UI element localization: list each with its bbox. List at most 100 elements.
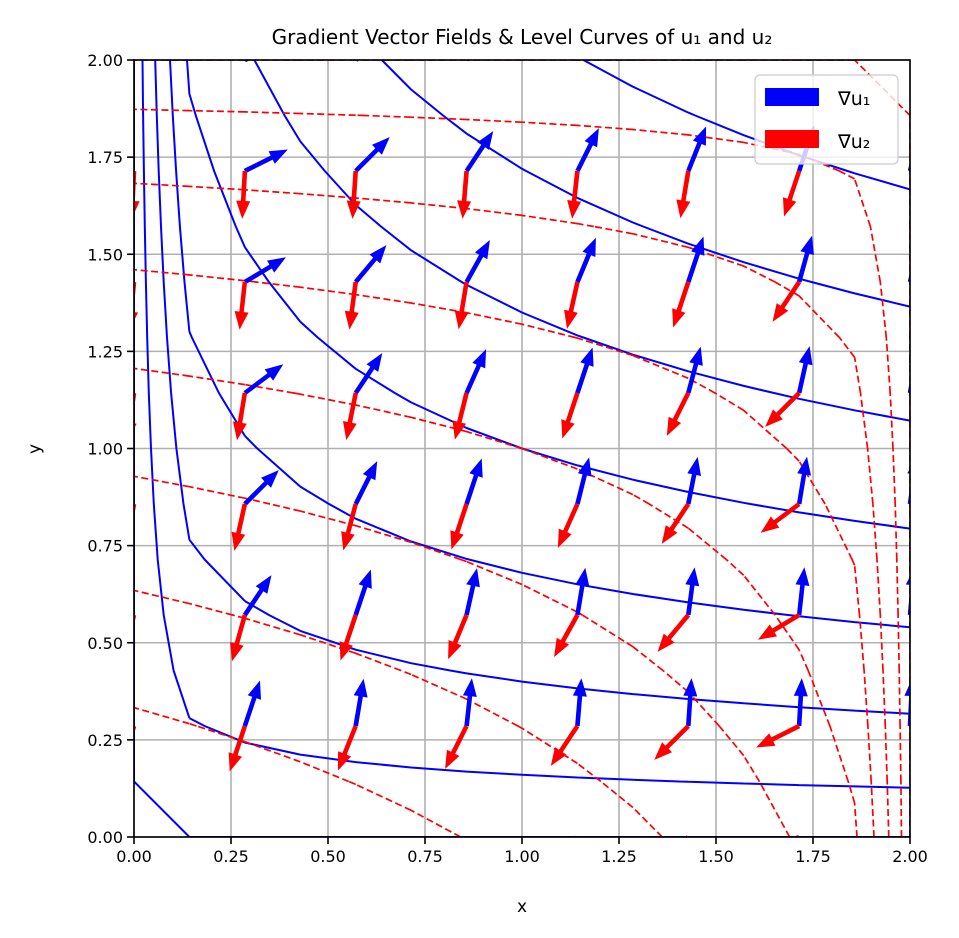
y-tick-label: 0.25 bbox=[87, 731, 123, 750]
contour-u2 bbox=[134, 182, 890, 837]
gradient-arrow-u2 bbox=[676, 170, 691, 219]
x-tick-label: 1.75 bbox=[795, 847, 831, 866]
contour-u2 bbox=[134, 589, 663, 837]
gradient-arrow-u2 bbox=[337, 725, 358, 771]
legend-swatch-grad-u2 bbox=[765, 130, 819, 148]
x-tick-label: 0.00 bbox=[116, 847, 152, 866]
gradient-arrow-u2 bbox=[343, 392, 358, 441]
gradient-arrow-u1 bbox=[686, 456, 701, 505]
gradient-arrow-u1 bbox=[686, 236, 705, 283]
x-tick-label: 1.50 bbox=[698, 847, 734, 866]
gradient-arrow-u1 bbox=[575, 457, 592, 505]
gradient-arrow-u1 bbox=[464, 240, 490, 284]
gradient-arrow-u2 bbox=[550, 724, 580, 766]
x-tick-label: 2.00 bbox=[892, 847, 928, 866]
gradient-arrow-u1 bbox=[242, 680, 261, 727]
gradient-arrow-u1 bbox=[685, 567, 700, 616]
contour-u2 bbox=[134, 475, 791, 837]
gradient-arrow-u1 bbox=[796, 456, 811, 505]
contour-u2 bbox=[134, 706, 462, 837]
gradient-arrow-u2 bbox=[233, 392, 248, 441]
gradient-arrow-u2 bbox=[756, 723, 801, 748]
x-tick-label: 0.75 bbox=[407, 847, 443, 866]
gradient-arrow-u2 bbox=[654, 724, 690, 760]
gradient-arrow-u1 bbox=[575, 237, 596, 283]
gradient-arrow-u1 bbox=[464, 458, 483, 505]
gradient-arrow-u2 bbox=[341, 503, 358, 551]
gradient-arrow-u1 bbox=[243, 149, 288, 174]
x-tick-label: 1.00 bbox=[504, 847, 540, 866]
gradient-arrow-u1 bbox=[795, 567, 810, 616]
gradient-arrow-u1 bbox=[575, 347, 594, 394]
x-tick-label: 0.25 bbox=[213, 847, 249, 866]
x-tick-label: 0.50 bbox=[310, 847, 346, 866]
gradient-arrow-u1 bbox=[683, 678, 698, 727]
gradient-arrow-u2 bbox=[783, 170, 802, 217]
y-tick-label: 0.00 bbox=[87, 828, 123, 847]
gradient-arrow-u2 bbox=[230, 614, 248, 662]
contour-u1 bbox=[154, 60, 910, 715]
gradient-arrow-u2 bbox=[463, 835, 467, 837]
legend-swatch-grad-u1 bbox=[765, 88, 819, 106]
contour-u2 bbox=[134, 108, 903, 837]
gradient-arrow-u2 bbox=[231, 503, 248, 551]
gradient-arrow-u1 bbox=[242, 575, 272, 617]
gradient-arrow-u1 bbox=[793, 678, 808, 727]
axis-ticks: 0.00 0.25 0.50 0.75 1.00 1.25 1.50 1.75 2.00 0.00… bbox=[87, 51, 927, 866]
gradient-arrow-u2 bbox=[765, 391, 801, 427]
chart-title: Gradient Vector Fields & Level Curves of… bbox=[272, 25, 773, 49]
gradient-arrow-u2 bbox=[134, 171, 140, 214]
gradient-arrow-u2 bbox=[760, 502, 801, 533]
gradient-arrow-u1 bbox=[799, 60, 802, 61]
gradient-arrow-u2 bbox=[454, 281, 469, 330]
x-axis-label: x bbox=[517, 897, 527, 917]
gradient-arrow-u1 bbox=[905, 576, 910, 615]
y-tick-label: 1.75 bbox=[87, 148, 123, 167]
gradient-arrow-u1 bbox=[353, 353, 383, 395]
legend-label-grad-u2: ∇u₂ bbox=[837, 131, 870, 153]
gradient-arrow-u2 bbox=[448, 614, 469, 660]
gradient-arrow-u2 bbox=[344, 281, 359, 330]
gradient-arrow-u2 bbox=[666, 392, 691, 436]
gradient-arrow-u1 bbox=[353, 569, 372, 616]
gradient-arrow-u1 bbox=[796, 346, 813, 394]
gradient-arrow-u2 bbox=[574, 835, 578, 837]
gradient-arrow-u1 bbox=[686, 126, 707, 172]
gradient-arrow-u2 bbox=[236, 170, 251, 219]
y-tick-label: 1.50 bbox=[87, 245, 123, 264]
gradient-arrow-u1 bbox=[464, 349, 487, 394]
gradient-arrow-u1 bbox=[353, 461, 378, 505]
y-tick-label: 0.75 bbox=[87, 537, 123, 556]
gradient-arrow-u1 bbox=[354, 137, 390, 173]
gradient-arrow-u2 bbox=[684, 835, 689, 837]
gradient-arrow-u2 bbox=[772, 280, 802, 322]
y-tick-label: 1.25 bbox=[87, 342, 123, 361]
gradient-arrow-u2 bbox=[567, 170, 582, 219]
y-tick-label: 0.50 bbox=[87, 634, 123, 653]
gradient-arrow-u2 bbox=[452, 392, 469, 440]
contour-u1 bbox=[381, 60, 910, 308]
contour-u1 bbox=[169, 60, 910, 629]
legend-label-grad-u1: ∇u₁ bbox=[837, 88, 870, 110]
gradient-arrow-u2 bbox=[657, 613, 691, 652]
gradient-arrow-u2 bbox=[346, 170, 361, 219]
y-axis-label: y bbox=[25, 444, 45, 454]
contour-u2 bbox=[134, 367, 858, 837]
gradient-arrow-u2 bbox=[554, 613, 580, 657]
contour-u2 bbox=[134, 268, 875, 837]
gradient-arrow-u1 bbox=[686, 346, 703, 394]
gradient-arrow-u2 bbox=[672, 281, 691, 328]
contour-u1 bbox=[134, 60, 910, 837]
gradient-arrow-u2 bbox=[457, 170, 472, 219]
gradient-arrow-u2 bbox=[450, 503, 469, 550]
gradient-arrow-u1 bbox=[243, 257, 286, 284]
y-tick-label: 1.00 bbox=[87, 440, 123, 459]
legend: ∇u₁ ∇u₂ bbox=[754, 74, 899, 165]
gradient-arrow-u2 bbox=[445, 725, 469, 769]
gradient-arrow-u1 bbox=[575, 567, 590, 616]
gradient-arrow-u1 bbox=[796, 235, 814, 283]
gradient-arrow-u1 bbox=[904, 683, 910, 726]
contour-u1 bbox=[141, 60, 910, 789]
gradient-arrow-u2 bbox=[561, 392, 580, 439]
